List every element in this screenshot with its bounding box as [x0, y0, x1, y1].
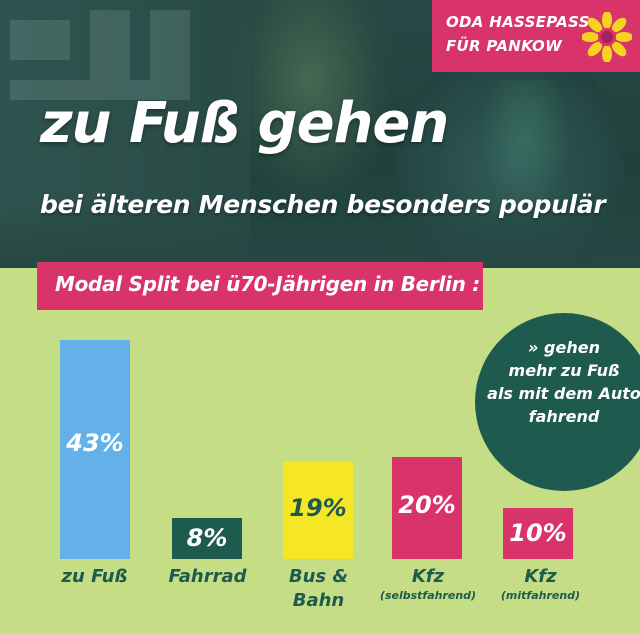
category-label-sub: (mitfahrend)	[500, 589, 581, 602]
bar	[283, 462, 353, 559]
sunflower-logo-icon	[582, 12, 632, 62]
bar-value-label: 20%	[398, 491, 456, 519]
category-label: Bus & Bahn	[256, 565, 381, 613]
bar	[60, 340, 130, 559]
bar	[392, 457, 462, 559]
bar-value-label: 10%	[509, 518, 567, 547]
category-label: Kfz (selbstfahrend)	[358, 565, 498, 603]
trees-backdrop	[230, 0, 390, 200]
chart-title-banner: Modal Split bei ü70-Jährigen in Berlin :	[37, 262, 483, 310]
category-label-main: Bahn	[292, 590, 345, 611]
badge-line-2: FÜR PANKOW	[446, 37, 562, 55]
category-label-main: Kfz	[524, 566, 557, 587]
bar-value-label: 19%	[289, 493, 347, 522]
callout-line: » gehen	[528, 338, 600, 357]
bar	[503, 508, 573, 559]
category-label-main: Kfz	[411, 566, 445, 587]
badge-line-1: ODA HASSEPASS	[446, 13, 590, 31]
category-label: zu Fuß	[32, 565, 157, 589]
page-title: zu Fuß gehen	[40, 91, 449, 156]
category-label: Kfz (mitfahrend)	[478, 565, 603, 603]
category-label-sub: (selbstfahrend)	[379, 589, 477, 602]
callout-line: als mit dem Auto	[487, 384, 640, 403]
category-label: Fahrrad	[145, 565, 270, 589]
callout-line: mehr zu Fuß	[508, 361, 620, 380]
category-label-main: Bus &	[288, 566, 349, 587]
bar-value-label: 8%	[186, 523, 228, 552]
street-backdrop	[0, 200, 640, 268]
callout-line: fahrend	[528, 407, 600, 426]
pedestrian-signal	[480, 80, 570, 220]
callout-circle	[475, 313, 640, 491]
category-label-main: Fahrrad	[168, 566, 247, 587]
chart-title: Modal Split bei ü70-Jährigen in Berlin :	[55, 272, 480, 296]
bar-value-label: 43%	[66, 428, 124, 457]
bar	[172, 518, 242, 559]
page-subtitle: bei älteren Menschen besonders populär	[40, 190, 606, 219]
callout-text: » gehen mehr zu Fuß als mit dem Auto fah…	[475, 336, 640, 428]
category-label-main: zu Fuß	[61, 566, 128, 587]
